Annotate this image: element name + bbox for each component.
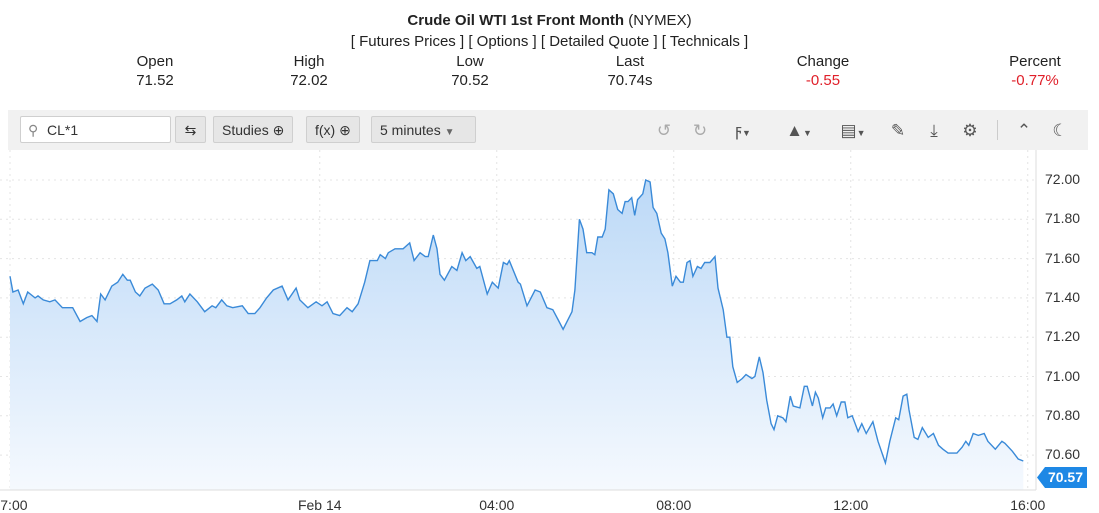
stat-value: -0.55: [805, 72, 841, 89]
title-text: Crude Oil WTI 1st Front Month: [407, 12, 625, 29]
y-tick-label: 71.60: [1045, 249, 1081, 266]
fx-label: f(x): [315, 122, 336, 138]
pencil-icon[interactable]: ✎: [890, 121, 906, 140]
y-tick-label: 72.00: [1045, 171, 1081, 187]
fx-button[interactable]: f(x) ⊕: [306, 116, 360, 143]
stat-value: 71.52: [136, 72, 174, 89]
lightning-icon[interactable]: ϝ▼: [735, 121, 751, 140]
x-tick-label: 08:00: [656, 497, 692, 513]
stat-label: Open: [136, 53, 174, 70]
stat-label: Percent: [1009, 53, 1061, 70]
symbol-search-input[interactable]: ⚲ CL*1: [20, 116, 171, 143]
stat-label: Last: [615, 53, 645, 70]
symbol-value: CL*1: [47, 122, 79, 138]
caret-down-icon: ▼: [444, 127, 455, 138]
toolbar-divider: [997, 120, 998, 140]
redo-icon[interactable]: ↻: [692, 121, 708, 140]
dark-mode-icon[interactable]: ☾: [1052, 121, 1068, 140]
stat-value: 72.02: [290, 72, 328, 89]
undo-icon[interactable]: ↺: [656, 121, 672, 140]
gear-icon[interactable]: ⚙: [962, 121, 978, 140]
link-futures-prices[interactable]: [ Futures Prices ]: [350, 33, 465, 50]
interval-select[interactable]: 5 minutes ▼: [371, 116, 476, 143]
link-detailed-quote[interactable]: [ Detailed Quote ]: [540, 33, 658, 50]
layout-icon[interactable]: ▤▼: [840, 121, 866, 140]
studies-label: Studies: [222, 122, 269, 138]
stat-value: 70.52: [451, 72, 489, 89]
stat-percent: Percent -0.77%: [965, 52, 1099, 90]
stat-value: -0.77%: [1011, 72, 1059, 89]
price-line: [9, 179, 1024, 466]
stat-label: Change: [796, 53, 850, 70]
instrument-title: Crude Oil WTI 1st Front Month (NYMEX): [0, 12, 1099, 29]
stat-low: Low 70.52: [400, 52, 540, 90]
chart-toolbar: ⚲ CL*1 ⇆ Studies ⊕ f(x) ⊕ 5 minutes ▼ ↺ …: [8, 110, 1088, 150]
shuffle-icon: ⇆: [184, 122, 197, 138]
plus-circle-icon: ⊕: [339, 122, 351, 138]
search-icon: ⚲: [28, 122, 39, 138]
y-tick-label: 71.80: [1045, 210, 1081, 227]
last-price-tag: 70.57: [1037, 467, 1087, 488]
link-options[interactable]: [ Options ]: [468, 33, 537, 50]
stat-high: High 72.02: [239, 52, 379, 90]
y-tick-label: 71.00: [1045, 367, 1081, 384]
plus-circle-icon: ⊕: [272, 122, 285, 138]
x-tick-label: 16:00: [1010, 497, 1046, 513]
studies-button[interactable]: Studies ⊕: [213, 116, 294, 143]
link-technicals[interactable]: [ Technicals ]: [661, 33, 749, 50]
x-tick-label: Feb 14: [297, 497, 342, 513]
stat-change: Change -0.55: [753, 52, 893, 90]
stat-value: 70.74s: [607, 72, 653, 89]
y-tick-label: 70.60: [1045, 446, 1081, 463]
x-tick-label: 17:00: [0, 497, 28, 513]
stat-open: Open 71.52: [85, 52, 225, 90]
collapse-icon[interactable]: ⌃: [1016, 121, 1032, 140]
compare-button[interactable]: ⇆: [175, 116, 206, 143]
chart-type-icon[interactable]: ▲▼: [786, 121, 812, 140]
y-tick-label: 71.20: [1045, 328, 1081, 345]
stat-last: Last 70.74s: [560, 52, 700, 90]
price-area-fill: [10, 180, 1024, 490]
x-tick-label: 12:00: [833, 497, 869, 513]
y-tick-label: 70.80: [1045, 406, 1081, 423]
exchange-label: (NYMEX): [628, 12, 692, 29]
stat-label: Low: [456, 53, 484, 70]
interval-label: 5 minutes: [380, 122, 441, 138]
quote-links: [ Futures Prices ] [ Options ] [ Detaile…: [0, 33, 1099, 50]
download-icon[interactable]: ⤓: [930, 121, 938, 140]
x-tick-label: 04:00: [479, 497, 515, 513]
y-tick-label: 71.40: [1045, 288, 1081, 305]
stat-label: High: [293, 53, 325, 70]
price-chart[interactable]: [0, 150, 1099, 513]
